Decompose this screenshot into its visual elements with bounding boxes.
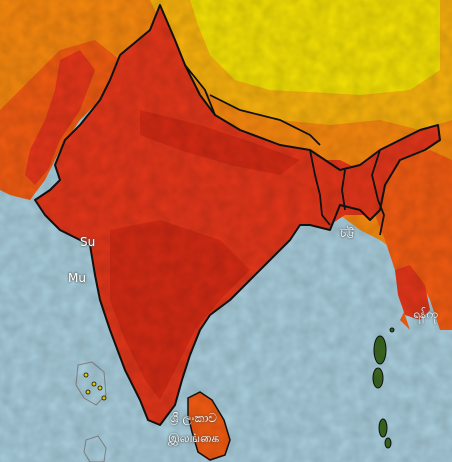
bangladesh-border: [309, 149, 346, 226]
nepal-border: [184, 64, 321, 146]
india-border: [34, 4, 441, 426]
sri-lanka-coast: [187, 391, 231, 461]
myanmar-border: [371, 149, 385, 236]
